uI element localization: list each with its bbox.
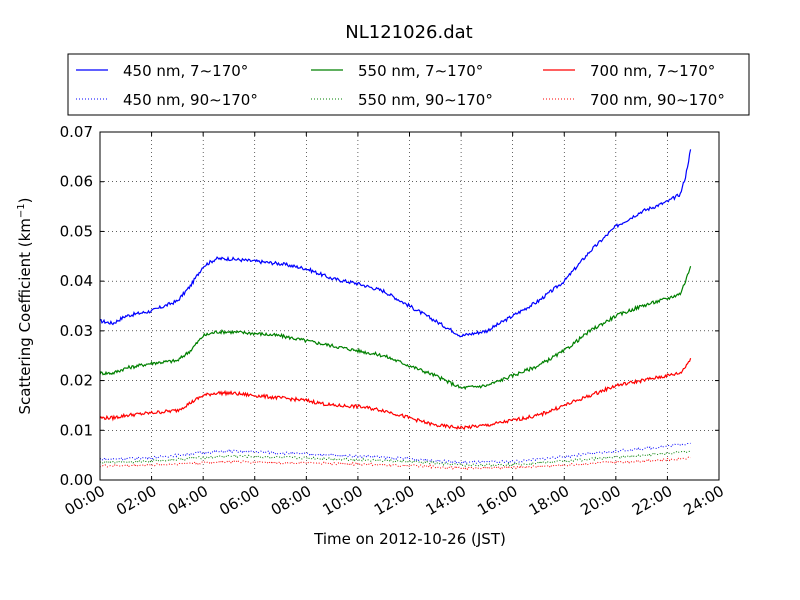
- legend-label: 450 nm, 7∼170°: [123, 62, 248, 80]
- legend-label: 700 nm, 90∼170°: [590, 91, 725, 109]
- x-tick-label: 10:00: [319, 482, 365, 519]
- x-tick-label: 08:00: [268, 482, 314, 519]
- y-tick-label: 0.00: [60, 471, 93, 489]
- series-line: [99, 456, 691, 471]
- x-axis: 00:00 02:00 04:00 06:00 08:00 10:00 12:00 14:00…: [62, 132, 727, 519]
- series-line: [100, 149, 692, 338]
- series-line: [99, 358, 692, 430]
- x-tick-label: 16:00: [474, 482, 520, 519]
- y-axis-label-superscript: −1: [16, 203, 27, 218]
- legend-label: 700 nm, 7∼170°: [590, 62, 715, 80]
- x-tick-label: 02:00: [113, 482, 159, 519]
- y-tick-label: 0.03: [60, 322, 93, 340]
- y-tick-label: 0.01: [60, 421, 93, 439]
- series-line: [99, 266, 692, 391]
- y-axis: 0.00 0.01 0.02 0.03 0.04 0.05 0.06 0.07: [60, 123, 719, 489]
- y-axis-label-close: ): [16, 197, 34, 203]
- y-tick-label: 0.02: [60, 372, 93, 390]
- legend-label: 550 nm, 90∼170°: [358, 91, 493, 109]
- legend-frame: [67, 53, 750, 116]
- x-tick-label: 06:00: [216, 482, 262, 519]
- x-tick-label: 22:00: [629, 482, 675, 519]
- y-tick-label: 0.05: [60, 222, 93, 240]
- legend-label: 450 nm, 90∼170°: [123, 91, 258, 109]
- chart-title: NL121026.dat: [345, 22, 472, 43]
- series-line: [99, 442, 691, 465]
- series-layer: [99, 149, 692, 471]
- y-tick-label: 0.07: [60, 123, 93, 141]
- x-tick-label: 24:00: [681, 482, 727, 519]
- y-tick-label: 0.06: [60, 173, 93, 191]
- x-tick-label: 14:00: [423, 482, 469, 519]
- x-tick-label: 20:00: [577, 482, 623, 519]
- y-axis-label: Scattering Coefficient (km−1): [16, 197, 34, 414]
- legend-label: 550 nm, 7∼170°: [358, 62, 483, 80]
- x-tick-label: 12:00: [371, 482, 417, 519]
- x-axis-label: Time on 2012-10-26 (JST): [313, 530, 506, 548]
- y-axis-label-main: Scattering Coefficient (km: [16, 218, 34, 414]
- x-tick-label: 04:00: [165, 482, 211, 519]
- chart-legend: 450 nm, 7∼170° 550 nm, 7∼170° 700 nm, 7∼17…: [67, 53, 750, 116]
- x-tick-label: 18:00: [526, 482, 572, 519]
- y-tick-label: 0.04: [60, 272, 93, 290]
- series-line: [99, 450, 691, 467]
